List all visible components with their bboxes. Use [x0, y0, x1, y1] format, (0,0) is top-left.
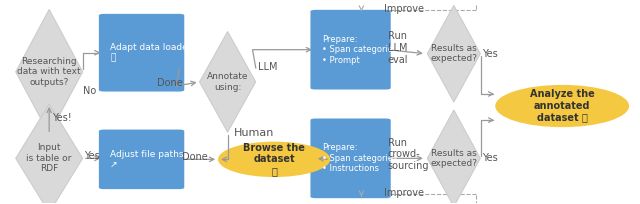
- Text: Annotate
using:: Annotate using:: [207, 72, 248, 92]
- FancyBboxPatch shape: [310, 10, 391, 90]
- Text: Improve: Improve: [384, 187, 424, 197]
- Text: Adjust file paths
↗️: Adjust file paths ↗️: [110, 150, 184, 169]
- Text: Yes: Yes: [482, 153, 498, 163]
- Text: Results as
expected?: Results as expected?: [430, 149, 477, 168]
- Polygon shape: [16, 9, 83, 134]
- Text: Yes!: Yes!: [52, 113, 72, 123]
- Text: Yes: Yes: [84, 151, 100, 161]
- Circle shape: [218, 142, 330, 177]
- Text: Researching
data with text
outputs?: Researching data with text outputs?: [17, 57, 81, 87]
- Polygon shape: [200, 32, 255, 132]
- Circle shape: [495, 85, 629, 127]
- Text: Browse the
dataset
👣: Browse the dataset 👣: [243, 143, 305, 176]
- Text: Done: Done: [157, 78, 183, 88]
- FancyBboxPatch shape: [99, 14, 184, 92]
- FancyBboxPatch shape: [310, 119, 391, 198]
- Text: Done: Done: [182, 152, 207, 162]
- Polygon shape: [428, 6, 480, 102]
- FancyBboxPatch shape: [99, 130, 184, 189]
- Text: LLM: LLM: [257, 62, 277, 72]
- Text: Input
is table or
RDF: Input is table or RDF: [26, 143, 72, 173]
- Text: Adapt data loaders
💪: Adapt data loaders 💪: [110, 43, 196, 62]
- Text: No: No: [83, 86, 96, 96]
- Text: Prepare:
• Span categories
• Instructions: Prepare: • Span categories • Instruction…: [322, 143, 397, 173]
- Text: Human: Human: [234, 128, 275, 138]
- Text: Prepare:
• Span categories
• Prompt: Prepare: • Span categories • Prompt: [322, 35, 397, 65]
- Text: Results as
expected?: Results as expected?: [430, 44, 477, 63]
- Text: Improve: Improve: [384, 4, 424, 14]
- Polygon shape: [16, 104, 83, 204]
- Text: Run
crowd-
sourcing: Run crowd- sourcing: [388, 138, 429, 171]
- Text: Analyze the
annotated
dataset 📝: Analyze the annotated dataset 📝: [530, 89, 595, 123]
- Text: Run
LLM
eval: Run LLM eval: [388, 31, 408, 65]
- Text: Yes: Yes: [482, 49, 498, 59]
- Polygon shape: [428, 110, 480, 204]
